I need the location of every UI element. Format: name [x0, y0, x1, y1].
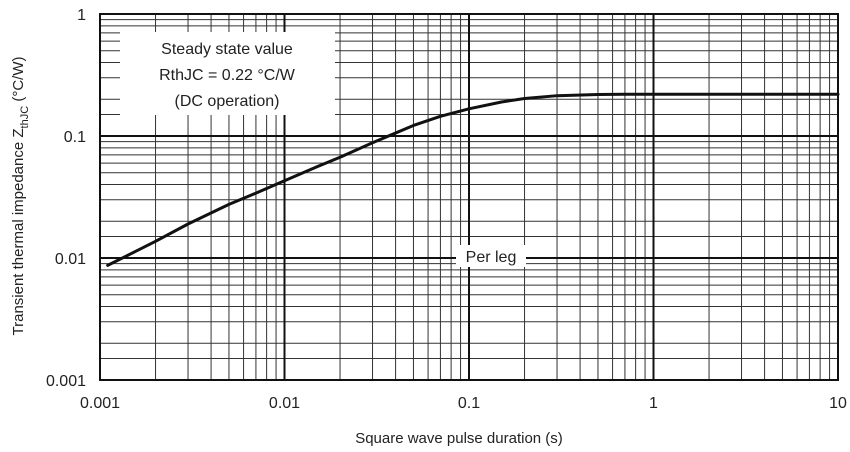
y-axis-label-subscript: thJC [19, 106, 31, 129]
per-leg-box [456, 245, 526, 267]
y-tick-label: 0.1 [64, 129, 86, 146]
y-tick-label: 0.001 [46, 373, 86, 390]
steady-state-line-1: Steady state value [161, 41, 293, 58]
steady-state-line-2: RthJC = 0.22 °C/W [159, 67, 296, 84]
x-axis-label: Square wave pulse duration (s) [355, 430, 563, 447]
per-leg-annotation: Per leg [456, 245, 526, 267]
x-tick-labels: 0.001 0.01 0.1 1 10 [80, 395, 847, 412]
y-axis-label-main: Transient thermal impedance Z [10, 128, 27, 335]
plot-frame [99, 13, 839, 381]
thermal-impedance-curve [106, 92, 840, 267]
steady-state-annotation: Steady state value RthJC = 0.22 °C/W (DC… [120, 32, 335, 115]
x-tick-label: 0.01 [269, 395, 300, 412]
y-tick-label: 1 [77, 7, 86, 24]
x-tick-label: 1 [649, 395, 658, 412]
x-tick-label: 0.001 [80, 395, 120, 412]
series-layer [106, 92, 840, 267]
x-tick-label: 0.1 [458, 395, 480, 412]
per-leg-label: Per leg [466, 249, 517, 266]
steady-state-line-3: (DC operation) [175, 93, 280, 110]
y-axis-label-unit: (°C/W) [10, 57, 27, 106]
y-tick-labels: 0.001 0.01 0.1 1 [46, 7, 86, 390]
y-axis-label: Transient thermal impedance ZthJC (°C/W) [10, 57, 31, 336]
y-tick-label: 0.01 [55, 251, 86, 268]
x-tick-label: 10 [829, 395, 847, 412]
steady-state-box [120, 32, 335, 115]
